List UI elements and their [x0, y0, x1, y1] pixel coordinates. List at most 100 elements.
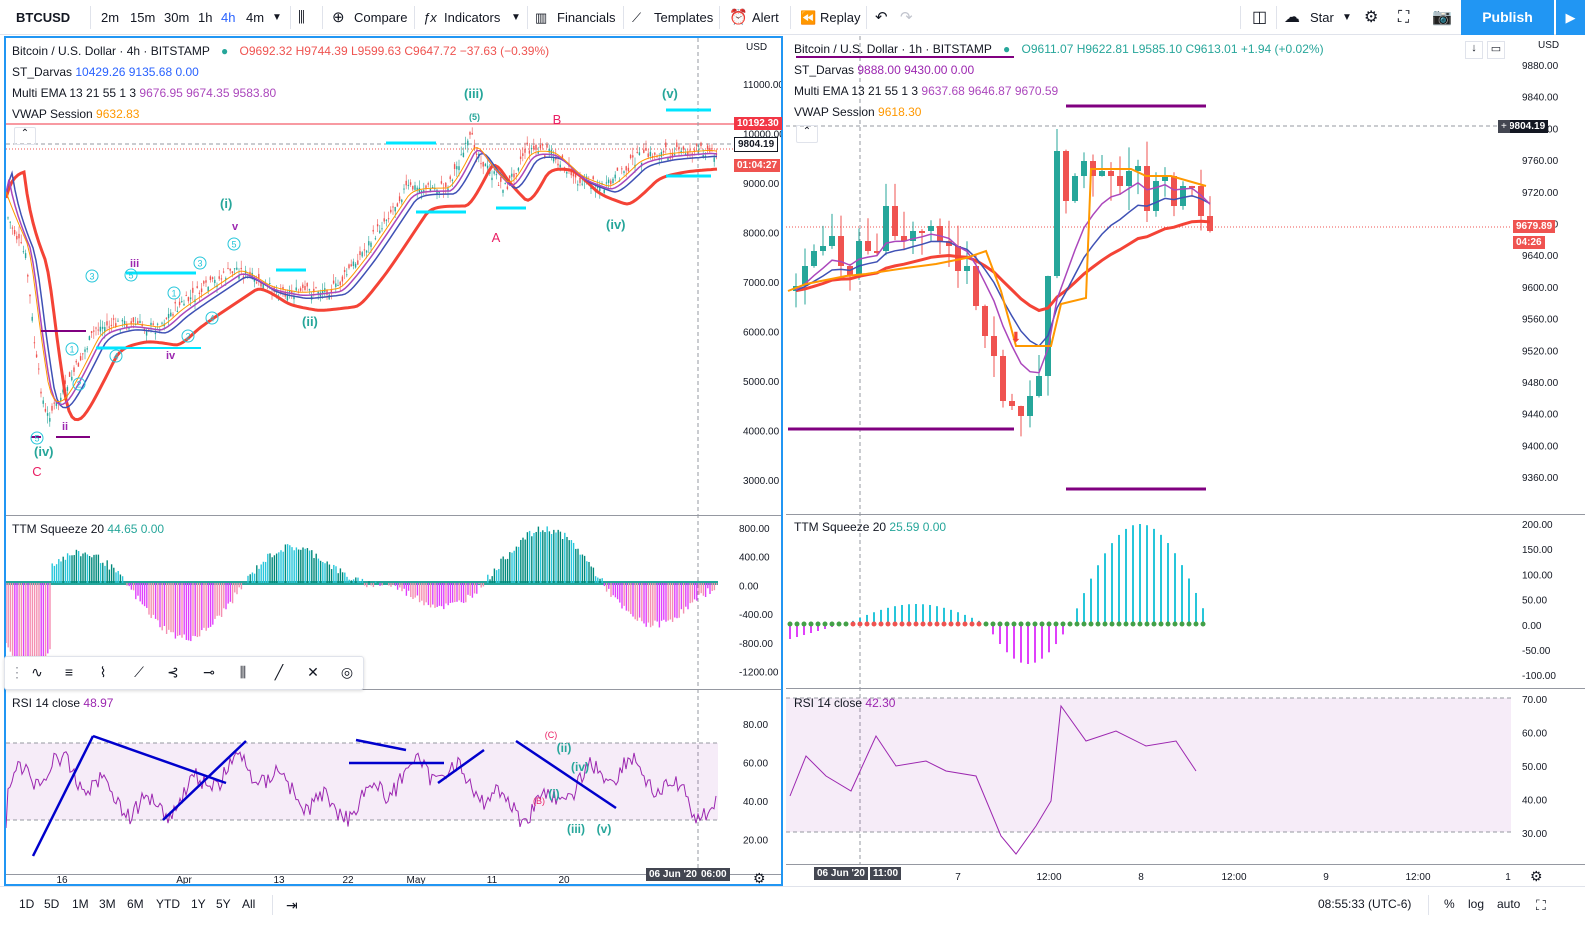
indicator-legend-ema[interactable]: Multi EMA 13 21 55 1 3 9637.68 9646.87 9… [794, 84, 1059, 98]
financials-button[interactable]: Financials [557, 10, 616, 25]
elliott-wave-icon[interactable]: ⌇ [99, 664, 107, 680]
rsi-legend[interactable]: RSI 14 close 48.97 [12, 696, 114, 710]
ttm-legend[interactable]: TTM Squeeze 20 44.65 0.00 [12, 522, 165, 536]
camera-icon[interactable]: 📷 [1432, 9, 1452, 26]
layout-icon[interactable]: ◫ [1252, 9, 1268, 26]
auto-toggle[interactable]: auto [1497, 897, 1521, 911]
indicator-legend-darvas[interactable]: ST_Darvas 9888.00 9430.00 0.00 [794, 63, 975, 77]
interval-4h[interactable]: 4h [221, 10, 236, 25]
interval-30m[interactable]: 30m [164, 10, 190, 25]
indicators-button[interactable]: Indicators [444, 10, 501, 25]
candle-body [167, 313, 170, 319]
indicator-legend-vwap[interactable]: VWAP Session 9632.83 [12, 107, 140, 121]
trend-line [437, 748, 485, 785]
gear-icon[interactable]: ⚙ [1530, 868, 1543, 884]
wave-label: (i) [220, 196, 232, 211]
templates-button[interactable]: Templates [654, 10, 714, 25]
range-5d[interactable]: 5D [44, 897, 60, 911]
compare-button[interactable]: Compare [354, 10, 408, 25]
candle-body [35, 354, 38, 358]
range-5y[interactable]: 5Y [216, 897, 231, 911]
ttm-dot [1039, 621, 1045, 627]
right-chart-panel[interactable]: 9880.009840.009800.009760.009720.009680.… [786, 36, 1585, 886]
trend-line-icon[interactable]: ⟋ [134, 664, 144, 680]
candle-body [77, 363, 80, 367]
chevron-down-icon[interactable]: ▼ [511, 12, 521, 23]
parallel-lines-icon[interactable]: ≡ [64, 664, 74, 680]
interval-15m[interactable]: 15m [130, 10, 156, 25]
templates-icon[interactable]: ⟋ [632, 10, 642, 25]
redo-icon[interactable]: ↷ [900, 9, 913, 26]
alert-icon[interactable]: ⏰ [729, 9, 748, 26]
pattern-icon[interactable]: ✕ [307, 664, 319, 680]
abc-pattern-icon[interactable]: ∿ [31, 664, 43, 680]
replay-icon[interactable]: ⏪ [800, 10, 817, 25]
candle-body [865, 241, 871, 251]
calendar-icon[interactable]: ⇥ [286, 897, 298, 913]
range-3m[interactable]: 3M [99, 897, 116, 911]
financials-icon[interactable]: ▥ [535, 10, 548, 25]
interval-1h[interactable]: 1h [198, 10, 213, 25]
percent-toggle[interactable]: % [1444, 897, 1455, 911]
gear-icon[interactable]: ⚙ [1364, 9, 1379, 26]
maximize-icon[interactable]: ▭ [1487, 41, 1505, 59]
alert-button[interactable]: Alert [752, 10, 779, 25]
countdown-tag: 04:26 [1513, 236, 1545, 249]
range-6m[interactable]: 6M [127, 897, 144, 911]
range-all[interactable]: All [242, 897, 256, 911]
target-icon[interactable]: ◎ [340, 664, 354, 680]
left-chart-canvas[interactable]: 11000.00 10000.00 9000.00 8000.00 7000.00 600… [6, 38, 781, 884]
indicator-legend-vwap[interactable]: VWAP Session 9618.30 [794, 105, 922, 119]
candle-body [196, 286, 198, 289]
replay-button[interactable]: Replay [820, 10, 861, 25]
candle-body [627, 167, 630, 172]
interval-2m[interactable]: 2m [101, 10, 120, 25]
clock-display[interactable]: 08:55:33 (UTC-6) [1318, 897, 1412, 911]
candle-body [610, 180, 612, 185]
vertical-lines-icon[interactable]: ⫼ [239, 664, 247, 680]
range-ytd[interactable]: YTD [156, 897, 180, 911]
arrow-down-icon[interactable]: ↓ [1465, 41, 1483, 59]
symbol-search[interactable]: BTCUSD [16, 10, 71, 25]
candle-body [145, 331, 148, 336]
cloud-icon[interactable]: ☁ [1284, 9, 1300, 26]
indicators-icon[interactable]: ƒx [423, 10, 437, 25]
candle-body [991, 336, 997, 356]
interval-4m[interactable]: 4m [246, 10, 265, 25]
candle-body [112, 318, 115, 320]
plus-icon[interactable]: + [1498, 120, 1510, 133]
ttm-legend[interactable]: TTM Squeeze 20 25.59 0.00 [794, 520, 947, 534]
publish-button[interactable]: Publish [1461, 0, 1554, 35]
layout-name[interactable]: Star [1310, 10, 1334, 25]
undo-icon[interactable]: ↶ [875, 9, 888, 26]
separator [623, 6, 624, 29]
gear-icon[interactable]: ⚙ [753, 870, 766, 886]
rsi-legend[interactable]: RSI 14 close 42.30 [794, 696, 896, 710]
indicator-legend-darvas[interactable]: ST_Darvas 10429.26 9135.68 0.00 [12, 65, 199, 79]
fib-icon[interactable]: ⊰ [167, 664, 179, 680]
range-1y[interactable]: 1Y [191, 897, 206, 911]
line-icon[interactable]: ╱ [274, 664, 284, 680]
fullscreen-icon[interactable]: ⛶ [1398, 9, 1410, 26]
candle-body [302, 284, 304, 288]
fullscreen-icon[interactable]: ⛶ [1536, 897, 1546, 913]
compare-icon[interactable]: ⊕ [332, 9, 345, 26]
bar-style-icon[interactable]: ⫼ [298, 9, 305, 26]
indicator-legend-ema[interactable]: Multi EMA 13 21 55 1 3 9676.95 9674.35 9… [12, 86, 277, 100]
range-1d[interactable]: 1D [19, 897, 35, 911]
candle-body [165, 317, 168, 319]
horizontal-ray-icon[interactable]: ⊸ [203, 664, 215, 680]
candle-body [484, 163, 487, 167]
log-toggle[interactable]: log [1468, 897, 1485, 911]
chevron-down-icon[interactable]: ▼ [1342, 12, 1352, 23]
right-chart-canvas[interactable]: 9880.009840.009800.009760.009720.009680.… [786, 36, 1585, 886]
candle-body [440, 181, 443, 184]
candle-body [357, 260, 359, 265]
play-icon[interactable]: ▶ [1556, 0, 1585, 35]
chevron-down-icon[interactable]: ▼ [272, 12, 282, 23]
collapse-legend-button[interactable]: ⌃ [14, 127, 36, 145]
drag-handle-icon[interactable]: ⋮ [10, 664, 24, 680]
left-chart-panel[interactable]: 11000.00 10000.00 9000.00 8000.00 7000.00 600… [4, 36, 783, 886]
collapse-legend-button[interactable]: ⌃ [796, 125, 818, 143]
range-1m[interactable]: 1M [72, 897, 89, 911]
